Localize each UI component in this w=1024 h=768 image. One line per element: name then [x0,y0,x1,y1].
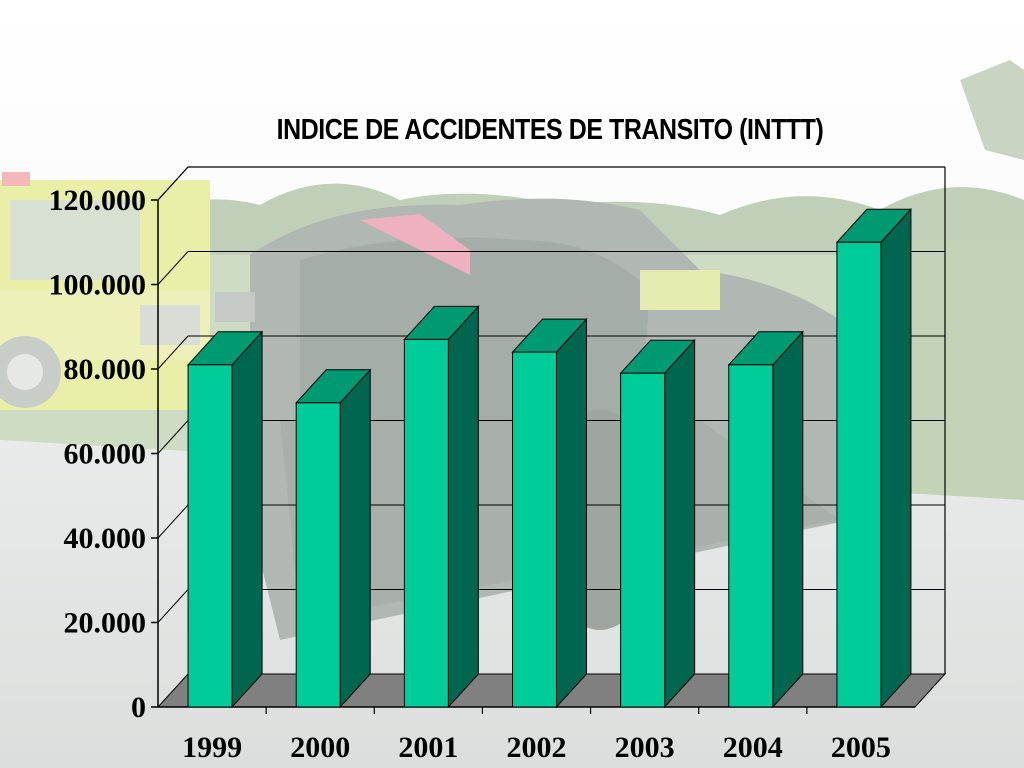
x-tick-label: 2000 [290,731,350,764]
y-tick-label: 0 [131,691,146,724]
x-tick-label: 2002 [507,731,567,764]
bar-2003 [619,338,696,709]
bar-2001 [403,305,480,709]
bar-side-face [339,368,371,709]
bar-side-face [880,207,912,709]
gridline-side [157,251,189,285]
bar-front-face [403,338,449,708]
bar-side-face [772,330,804,709]
bar-front-face [836,241,882,708]
y-tick-label: 120.000 [49,184,147,217]
chart-bars [186,207,913,709]
bar-1999 [186,330,264,709]
bar-front-face [620,372,666,708]
gridline-side [157,335,189,370]
y-axis-tick-labels: 0 20.000 40.000 60.000 80.000 100.000 120.000 [49,184,147,724]
bar-side-face [664,338,696,709]
bar-2004 [727,330,804,709]
bar-front-face [728,364,774,708]
bar-2005 [835,207,913,709]
gridline-side [157,420,189,454]
bar-2000 [295,368,372,709]
gridline-side [157,504,189,539]
bar-side-face [556,317,587,709]
chart-title: INDICE DE ACCIDENTES DE TRANSITO (INTTT) [276,114,824,146]
bar-front-face [295,402,341,708]
x-tick-label: 2004 [723,731,783,764]
x-tick-label: 2003 [615,731,675,764]
y-tick-label: 40.000 [64,522,147,555]
bar-2002 [511,317,588,709]
bar-side-face [231,330,263,709]
gridline-side [157,166,189,201]
bar-front-face [512,351,557,708]
x-tick-label: 2005 [831,731,891,764]
y-tick-label: 80.000 [64,353,147,386]
x-axis-category-labels: 1999 2000 2001 2002 2003 2004 2005 [182,731,891,764]
bar-front-face [187,364,233,708]
x-tick-label: 1999 [182,731,242,764]
bar-side-face [447,305,479,709]
y-tick-label: 20.000 [64,607,147,640]
y-tick-label: 100.000 [49,269,147,302]
gridline-side [157,589,189,623]
y-tick-label: 60.000 [64,438,147,471]
x-tick-label: 2001 [398,731,458,764]
